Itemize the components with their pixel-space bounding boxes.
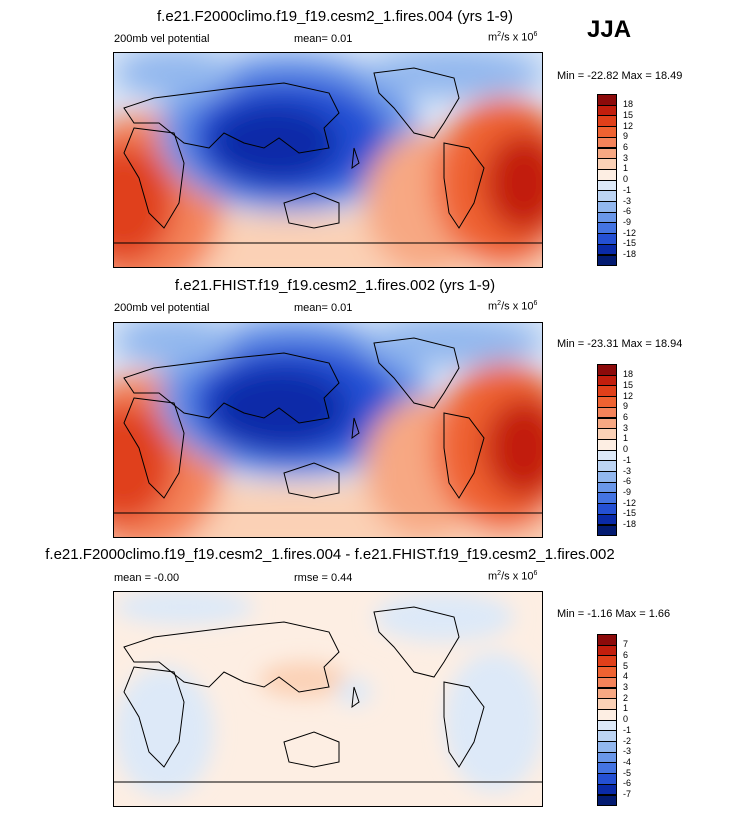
colorbar-tick-label: 0 [623, 444, 629, 455]
panel-1-title: f.e21.F2000climo.f19_f19.cesm2_1.fires.0… [156, 8, 513, 25]
colorbar-tick-label: 12 [623, 390, 634, 401]
panel-2-units-label: m2/s x 106 [488, 300, 538, 313]
colorbar-tick-label: 4 [623, 671, 629, 682]
panel-2-mean-label: mean= 0.01 [294, 302, 353, 314]
panel-3-title: f.e21.F2000climo.f19_f19.cesm2_1.fires.0… [45, 546, 615, 563]
colorbar-tick-label: 6 [623, 142, 629, 152]
colorbar-tick-label: -4 [623, 756, 632, 767]
colorbar-tick-label: -12 [623, 227, 637, 238]
panel-1-field [114, 53, 542, 267]
colorbar-tick-label: 9 [623, 131, 629, 142]
colorbar-tick-label: -15 [623, 238, 637, 249]
panel-2-map [113, 322, 543, 538]
colorbar-tick-label: 18 [623, 99, 634, 110]
colorbar-tick-label: -7 [623, 789, 632, 799]
panel-3-colorbar: 7 6 5 4 3 2 1 0 -1 -2 -3 -4 -5 -6 -7 [597, 634, 657, 807]
panel-2-field [114, 323, 542, 537]
colorbar-tick-label: 6 [623, 412, 629, 422]
colorbar-tick-label: 15 [623, 109, 634, 120]
panel-3-rmse-label: rmse = 0.44 [294, 572, 353, 584]
panel-2-colorbar: 18 15 12 9 6 3 1 0 -1 -3 -6 -9 -12 -15 -18 [597, 364, 657, 537]
colorbar-tick-label: -1 [623, 184, 632, 195]
colorbar-tick-label: 3 [623, 682, 629, 692]
colorbar-tick-label: -1 [623, 454, 632, 465]
colorbar-tick-label: 1 [623, 703, 629, 714]
colorbar-tick-label: 0 [623, 174, 629, 185]
colorbar-swatch [597, 524, 617, 537]
colorbar-tick-label: -15 [623, 508, 637, 519]
panel-1-units-label: m2/s x 106 [488, 31, 538, 44]
colorbar-tick-label: 9 [623, 401, 629, 412]
panel-1-map [113, 52, 543, 268]
colorbar-tick-label: -6 [623, 778, 632, 789]
panel-2-title: f.e21.FHIST.f19_f19.cesm2_1.fires.002 (y… [174, 277, 496, 294]
colorbar-tick-label: -2 [623, 735, 632, 746]
panel-1-variable-label: 200mb vel potential [114, 33, 210, 45]
colorbar-tick-label: -6 [623, 476, 632, 487]
colorbar-tick-label: 15 [623, 379, 634, 390]
colorbar-tick-label: 7 [623, 639, 629, 650]
colorbar-tick-label: -18 [623, 519, 637, 529]
colorbar-tick-label: 12 [623, 120, 634, 131]
colorbar-tick-label: -6 [623, 206, 632, 217]
colorbar-tick-label: -9 [623, 486, 632, 497]
colorbar-tick-label: -9 [623, 216, 632, 227]
panel-1-colorbar: 18 15 12 9 6 3 1 0 -1 -3 -6 -9 -12 -15 -18 [597, 94, 657, 267]
colorbar-tick-label: 5 [623, 660, 629, 671]
colorbar-tick-label: -5 [623, 767, 632, 778]
colorbar-tick-label: 0 [623, 714, 629, 725]
colorbar-tick-label: 3 [623, 422, 629, 433]
colorbar-tick-label: -3 [623, 746, 632, 757]
panel-1-minmax: Min = -22.82 Max = 18.49 [557, 70, 683, 82]
colorbar-tick-label: 18 [623, 369, 634, 380]
colorbar-tick-label: -1 [623, 724, 632, 735]
colorbar-tick-label: -3 [623, 195, 632, 206]
panel-2-minmax: Min = -23.31 Max = 18.94 [557, 338, 683, 350]
colorbar-tick-label: 1 [623, 163, 629, 174]
colorbar-tick-label: 1 [623, 433, 629, 444]
colorbar-swatch [597, 254, 617, 267]
colorbar-tick-label: -12 [623, 497, 637, 508]
panel-3-map [113, 591, 543, 807]
panel-3-field [114, 592, 542, 806]
colorbar-swatch [597, 794, 617, 807]
colorbar-tick-label: -3 [623, 465, 632, 476]
season-label: JJA [587, 16, 632, 43]
colorbar-tick-label: 6 [623, 649, 629, 660]
colorbar-tick-label: 3 [623, 152, 629, 163]
colorbar-tick-label: 2 [623, 692, 629, 703]
panel-3-units-label: m2/s x 106 [488, 570, 538, 583]
panel-3-mean-label: mean = -0.00 [114, 572, 180, 584]
panel-2-variable-label: 200mb vel potential [114, 302, 210, 314]
colorbar-tick-label: -18 [623, 249, 637, 259]
panel-1-mean-label: mean= 0.01 [294, 33, 353, 45]
panel-3-minmax: Min = -1.16 Max = 1.66 [557, 608, 671, 620]
